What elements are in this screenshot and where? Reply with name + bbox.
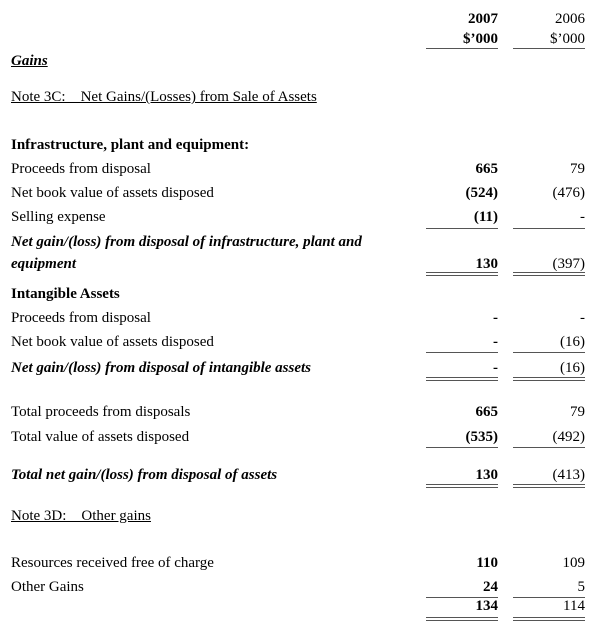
- value-2006: (476): [552, 185, 586, 201]
- row-label: Total proceeds from disposals: [11, 404, 191, 420]
- row-label: Net book value of assets disposed: [11, 185, 214, 201]
- value-2006: -: [580, 310, 585, 326]
- subtotal-line: [426, 228, 498, 229]
- row-label: Infrastructure, plant and equipment:: [11, 137, 250, 153]
- total-double-line: [513, 484, 585, 488]
- unit-2006: $’000: [550, 31, 585, 47]
- value-2007: -: [493, 334, 498, 350]
- subtotal-line: [513, 447, 585, 448]
- divider: [426, 48, 498, 49]
- note-3c-title: Note 3C: Net Gains/(Losses) from Sale of…: [11, 89, 317, 105]
- value-2007: (524): [465, 185, 499, 201]
- value-2007: (11): [473, 209, 498, 225]
- value-2007: 665: [475, 404, 499, 420]
- value-2007: 130: [475, 467, 499, 483]
- subtotal-line: [513, 597, 585, 598]
- subtotal-line: [513, 228, 585, 229]
- value-2006: 5: [577, 579, 586, 595]
- row-label: Total net gain/(loss) from disposal of a…: [11, 467, 278, 483]
- row-label: Selling expense: [11, 209, 106, 225]
- total-double-line: [513, 617, 585, 621]
- value-2007: -: [493, 360, 498, 376]
- row-label: Proceeds from disposal: [11, 161, 151, 177]
- subtotal-line: [426, 352, 498, 353]
- row-label: Net gain/(loss) from disposal of infrast…: [11, 234, 362, 250]
- total-double-line: [426, 617, 498, 621]
- row-label: Total value of assets disposed: [11, 429, 190, 445]
- unit-2007: $’000: [463, 31, 498, 47]
- subtotal-line: [426, 447, 498, 448]
- value-2006: 109: [562, 555, 586, 571]
- section-title: Gains: [11, 53, 48, 69]
- row-label: Other Gains: [11, 579, 84, 595]
- row-label: Proceeds from disposal: [11, 310, 151, 326]
- subtotal-line: [426, 597, 498, 598]
- divider: [513, 48, 585, 49]
- value-2007: 130: [475, 256, 499, 272]
- value-2006: (16): [560, 360, 585, 376]
- value-2007: 24: [483, 579, 498, 595]
- value-2006: (16): [560, 334, 585, 350]
- total-double-line: [513, 377, 585, 381]
- total-double-line: [426, 377, 498, 381]
- year-2006: 2006: [555, 11, 585, 27]
- value-2006: -: [580, 209, 585, 225]
- value-2006: 79: [570, 161, 585, 177]
- note-3d-title: Note 3D: Other gains: [11, 508, 151, 524]
- year-2007: 2007: [468, 11, 498, 27]
- total-2007: 134: [475, 598, 499, 614]
- subtotal-line: [513, 352, 585, 353]
- value-2007: -: [493, 310, 498, 326]
- value-2006: (397): [552, 256, 586, 272]
- total-double-line: [426, 484, 498, 488]
- value-2006: (413): [552, 467, 586, 483]
- total-double-line: [513, 272, 585, 276]
- value-2006: 79: [570, 404, 585, 420]
- row-label: Net gain/(loss) from disposal of intangi…: [11, 360, 312, 376]
- row-label: Intangible Assets: [11, 286, 120, 302]
- row-label-continued: equipment: [11, 256, 77, 272]
- value-2006: (492): [552, 429, 586, 445]
- row-label: Net book value of assets disposed: [11, 334, 214, 350]
- row-label: Resources received free of charge: [11, 555, 214, 571]
- value-2007: 110: [476, 555, 498, 571]
- total-double-line: [426, 272, 498, 276]
- total-2006: 114: [563, 598, 585, 614]
- value-2007: (535): [465, 429, 499, 445]
- value-2007: 665: [475, 161, 499, 177]
